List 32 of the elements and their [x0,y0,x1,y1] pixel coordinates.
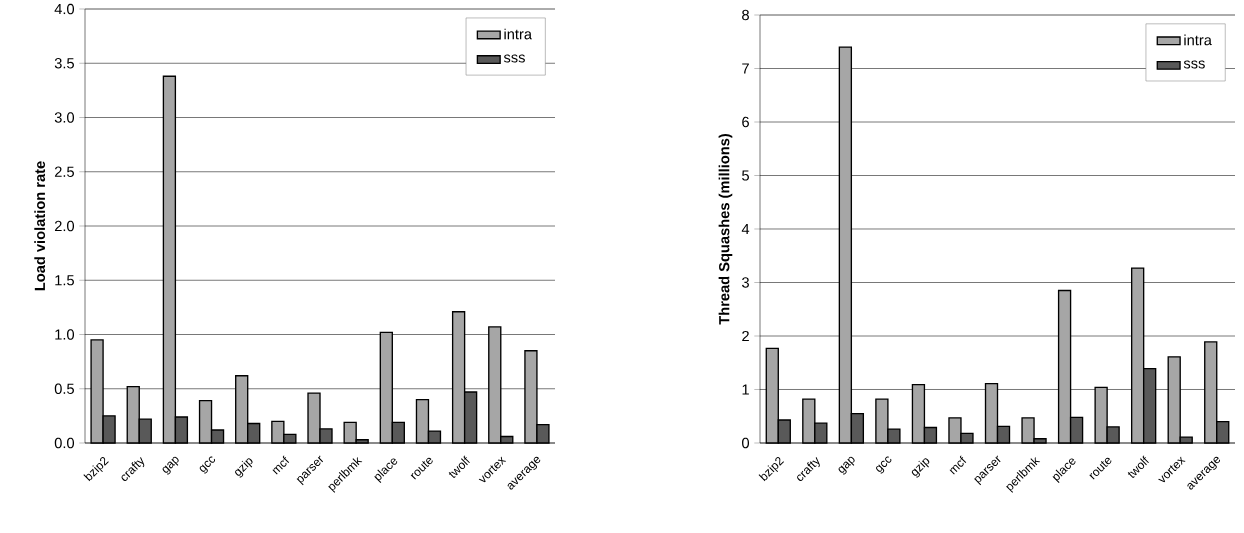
legend-label: sss [503,54,525,63]
y-axis-title: Thread Squashes (millions) [718,133,733,325]
x-tick-label: gcc [876,456,892,474]
y-tick-label: 0 [742,437,750,449]
y-axis-title: Load violation rate [34,161,46,291]
x-tick-label: gzip [911,458,930,478]
y-tick-label: 8 [742,9,749,21]
x-tick-label: gap [162,456,179,475]
y-tick-label: 3.0 [54,112,75,123]
y-tick-label: 1.5 [55,275,74,286]
y-tick-label: 2 [742,330,749,342]
y-tick-label: 1 [742,384,749,395]
y-tick-label: 2.0 [54,220,75,232]
x-tick-label: gzip [235,458,253,478]
x-tick-label: mcf [949,455,967,475]
legend-label: intra [1184,34,1212,46]
legend-label: intra [504,28,532,40]
y-tick-label: 3 [742,277,749,288]
y-tick-label: 0.0 [54,437,75,449]
y-tick-label: 5 [742,170,749,181]
y-tick-label: 4 [741,223,750,235]
y-tick-label: 0.5 [54,383,74,394]
x-tick-label: mcf [272,455,290,475]
x-tick-label: gap [838,456,855,475]
y-tick-label: 6 [742,116,749,128]
legend-label: sss [1183,60,1205,69]
x-tick-label: gcc [199,456,216,474]
y-tick-label: 3.5 [54,58,74,69]
y-tick-label: 4.0 [54,3,75,15]
y-tick-label: 7 [742,63,749,74]
y-tick-label: 1.0 [55,329,75,340]
y-tick-label: 2.5 [54,166,74,177]
